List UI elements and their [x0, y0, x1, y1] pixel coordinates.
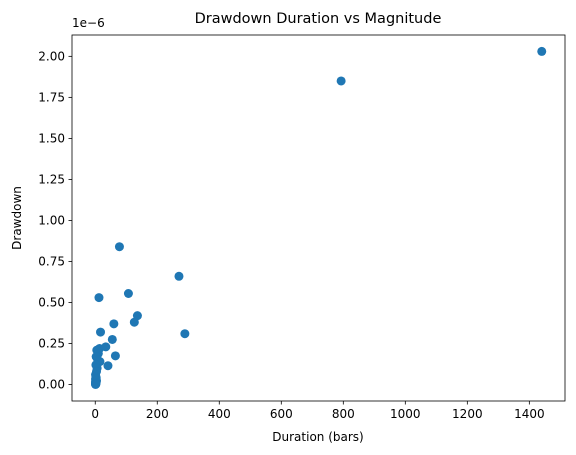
plot-frame [71, 34, 566, 402]
scatter-point [91, 379, 101, 389]
y-axis-label: Drawdown [10, 186, 24, 250]
y-tick-label: 1.75 [38, 90, 65, 104]
scatter-point [174, 271, 184, 281]
x-tick-label: 1000 [390, 407, 421, 421]
scatter-point [96, 327, 106, 337]
x-tick-label: 200 [146, 407, 169, 421]
chart-title: Drawdown Duration vs Magnitude [195, 11, 442, 27]
scatter-point [101, 342, 111, 352]
y-tick-label: 0.50 [38, 296, 65, 310]
x-tick-label: 400 [208, 407, 231, 421]
y-tick-label: 1.00 [38, 213, 65, 227]
x-tick-label: 800 [332, 407, 355, 421]
y-tick-label: 2.00 [38, 49, 65, 63]
scatter-point [109, 319, 119, 329]
y-tick-label: 1.25 [38, 172, 65, 186]
y-tick-label: 1.50 [38, 131, 65, 145]
x-tick-label: 0 [91, 407, 99, 421]
scatter-point [129, 317, 139, 327]
y-tick-label: 0.25 [38, 337, 65, 351]
scatter-point [114, 242, 124, 252]
scatter-point [94, 293, 104, 303]
x-tick-label: 600 [270, 407, 293, 421]
scatter-point [537, 46, 547, 56]
x-tick-label: 1400 [514, 407, 545, 421]
scatter-point [180, 329, 190, 339]
x-tick-label: 1200 [452, 407, 483, 421]
scatter-point [107, 334, 117, 344]
y-offset-label: 1e−6 [72, 16, 105, 30]
data-points [91, 46, 547, 389]
x-axis-label: Duration (bars) [272, 430, 363, 444]
y-tick-label: 0.00 [38, 378, 65, 392]
scatter-point [103, 361, 113, 371]
scatter-point [336, 76, 346, 86]
scatter-point [110, 351, 120, 361]
y-axis-ticks: 0.00 0.25 0.50 0.75 1.00 1.25 1.50 1.75 2.00 [38, 49, 72, 392]
scatter-point [123, 288, 133, 298]
x-axis-ticks: 0 200 400 600 800 1000 1200 1400 [91, 401, 545, 421]
y-tick-label: 0.75 [38, 254, 65, 268]
